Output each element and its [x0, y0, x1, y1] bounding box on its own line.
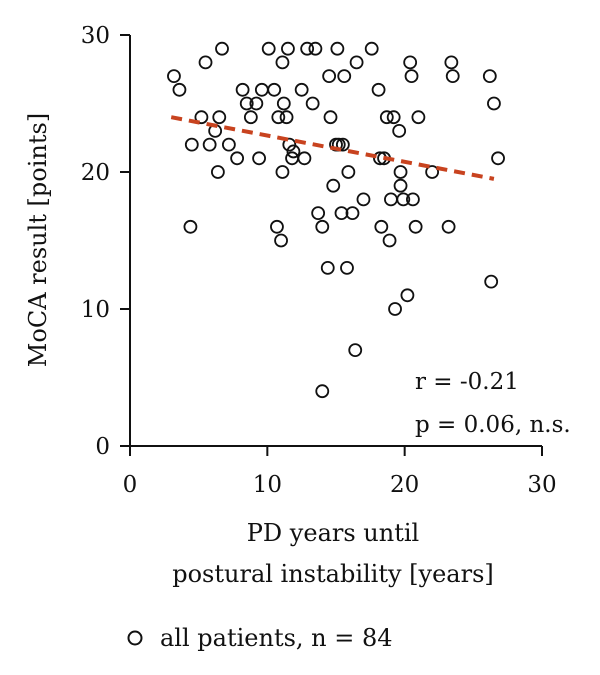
data-point	[184, 137, 199, 152]
data-point	[323, 110, 338, 125]
data-point	[445, 69, 460, 83]
x-tick-label-10: 10	[253, 472, 282, 498]
data-point	[393, 178, 408, 193]
y-tick-label-20: 20	[81, 160, 110, 186]
data-point	[396, 192, 411, 207]
data-point	[270, 219, 284, 234]
data-point	[212, 110, 227, 125]
data-point	[335, 137, 350, 152]
data-point	[444, 55, 459, 70]
data-point	[388, 302, 402, 316]
data-point	[281, 41, 295, 56]
data-point	[202, 137, 217, 152]
data-point	[386, 110, 401, 125]
data-point	[425, 165, 440, 179]
data-point	[274, 233, 288, 248]
data-point	[297, 151, 312, 166]
data-point	[484, 274, 499, 289]
data-point	[379, 110, 394, 125]
data-point	[341, 165, 356, 179]
data-point	[364, 41, 379, 56]
x-tick-label-20: 20	[390, 472, 419, 498]
data-point	[334, 206, 349, 221]
data-point	[411, 110, 426, 125]
y-axis-title: MoCA result [points]	[24, 113, 52, 367]
data-point	[441, 219, 456, 234]
points-layer	[167, 41, 505, 399]
data-point	[172, 82, 187, 97]
data-point	[308, 41, 323, 56]
legend-label: all patients, n = 84	[160, 624, 393, 652]
data-point	[198, 55, 213, 70]
data-point	[374, 219, 389, 234]
data-point	[404, 69, 419, 83]
data-point	[300, 41, 315, 56]
data-point	[254, 82, 269, 97]
x-axis-title-line-1: PD years until	[247, 519, 419, 547]
data-point	[349, 55, 364, 70]
data-point	[252, 151, 266, 166]
data-point	[384, 192, 398, 207]
data-point	[315, 384, 330, 399]
correlation-r-label: r = -0.21	[415, 369, 519, 395]
y-tick-label-10: 10	[81, 297, 110, 323]
data-point	[337, 69, 352, 83]
data-point	[249, 96, 264, 111]
data-point	[340, 260, 354, 275]
x-tick-label-30: 30	[527, 472, 556, 498]
trendline	[170, 115, 495, 181]
data-point	[276, 96, 291, 111]
data-point	[271, 110, 286, 125]
data-point	[326, 178, 341, 193]
p-value-label: p = 0.06, n.s.	[415, 412, 571, 438]
data-point	[491, 151, 505, 166]
data-point	[215, 41, 229, 56]
data-point	[392, 123, 407, 138]
y-tick-label-30: 30	[81, 23, 110, 49]
x-tick-label-0: 0	[123, 472, 138, 498]
legend-marker	[127, 630, 143, 646]
data-point	[235, 82, 250, 97]
data-point	[261, 41, 276, 56]
data-point	[294, 82, 309, 97]
data-point	[243, 110, 258, 125]
plot-area: 0 10 20 30 0 10 20 30	[81, 23, 557, 498]
data-point	[408, 219, 423, 234]
data-point	[275, 55, 290, 70]
data-point	[382, 233, 397, 248]
data-point	[305, 96, 320, 111]
data-point	[371, 82, 386, 97]
data-point	[322, 69, 337, 83]
data-point	[221, 137, 236, 152]
data-point	[400, 288, 415, 303]
data-point	[487, 96, 501, 111]
y-tick-label-0: 0	[95, 434, 110, 460]
data-point	[239, 96, 254, 111]
data-point	[183, 219, 198, 234]
data-point	[406, 192, 420, 207]
data-point	[267, 82, 282, 97]
data-point	[279, 110, 294, 125]
data-point	[167, 69, 181, 83]
data-point	[311, 206, 326, 221]
data-point	[393, 165, 408, 179]
data-point	[194, 110, 209, 125]
data-point	[286, 144, 301, 159]
data-point	[230, 151, 245, 166]
data-point	[282, 137, 297, 152]
data-point	[356, 192, 371, 207]
trendline-layer	[170, 115, 495, 181]
data-point	[315, 219, 330, 234]
data-point	[403, 55, 418, 70]
x-axis-title-line-2: postural instability [years]	[172, 560, 494, 588]
data-point	[482, 69, 497, 83]
data-point	[345, 206, 360, 221]
data-point	[348, 343, 363, 358]
data-point	[320, 260, 335, 275]
data-point	[330, 41, 345, 56]
data-point	[275, 165, 290, 179]
data-point	[210, 165, 225, 179]
